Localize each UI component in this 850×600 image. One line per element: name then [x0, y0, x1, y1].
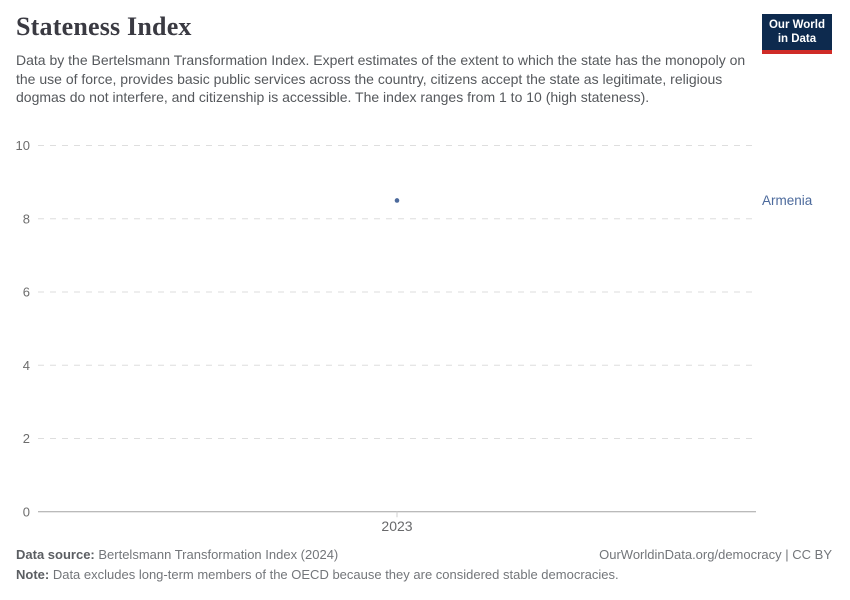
chart-title: Stateness Index [16, 12, 192, 41]
entity-label[interactable]: Armenia [762, 193, 813, 208]
owid-logo[interactable]: Our World in Data [761, 14, 832, 54]
y-tick-label: 4 [23, 358, 30, 373]
data-source-label: Data source: [16, 547, 95, 562]
data-point[interactable] [394, 198, 400, 203]
footer-source-row: Data source: Bertelsmann Transformation … [16, 547, 832, 562]
note-text: Data excludes long-term members of the O… [49, 567, 619, 582]
x-tick-label: 2023 [381, 518, 412, 534]
footer-note-row: Note: Data excludes long-term members of… [16, 567, 832, 582]
y-tick-label: 8 [23, 211, 30, 226]
y-tick-label: 2 [23, 431, 30, 446]
y-tick-label: 10 [16, 138, 30, 153]
y-tick-label: 6 [23, 285, 30, 300]
owid-logo-line1: Our World [768, 19, 825, 31]
note-label: Note: [16, 567, 50, 582]
chart-subtitle: Data by the Bertelsmann Transformation I… [16, 52, 746, 105]
data-source-text: Bertelsmann Transformation Index (2024) [94, 547, 339, 562]
chart-footer: Data source: Bertelsmann Transformation … [16, 547, 832, 582]
owid-logo-line2: in Data [777, 32, 817, 45]
license-link[interactable]: OurWorldinData.org/democracy | CC BY [599, 547, 832, 562]
data-source: Data source: Bertelsmann Transformation … [16, 547, 338, 562]
y-tick-label: 0 [23, 504, 30, 519]
